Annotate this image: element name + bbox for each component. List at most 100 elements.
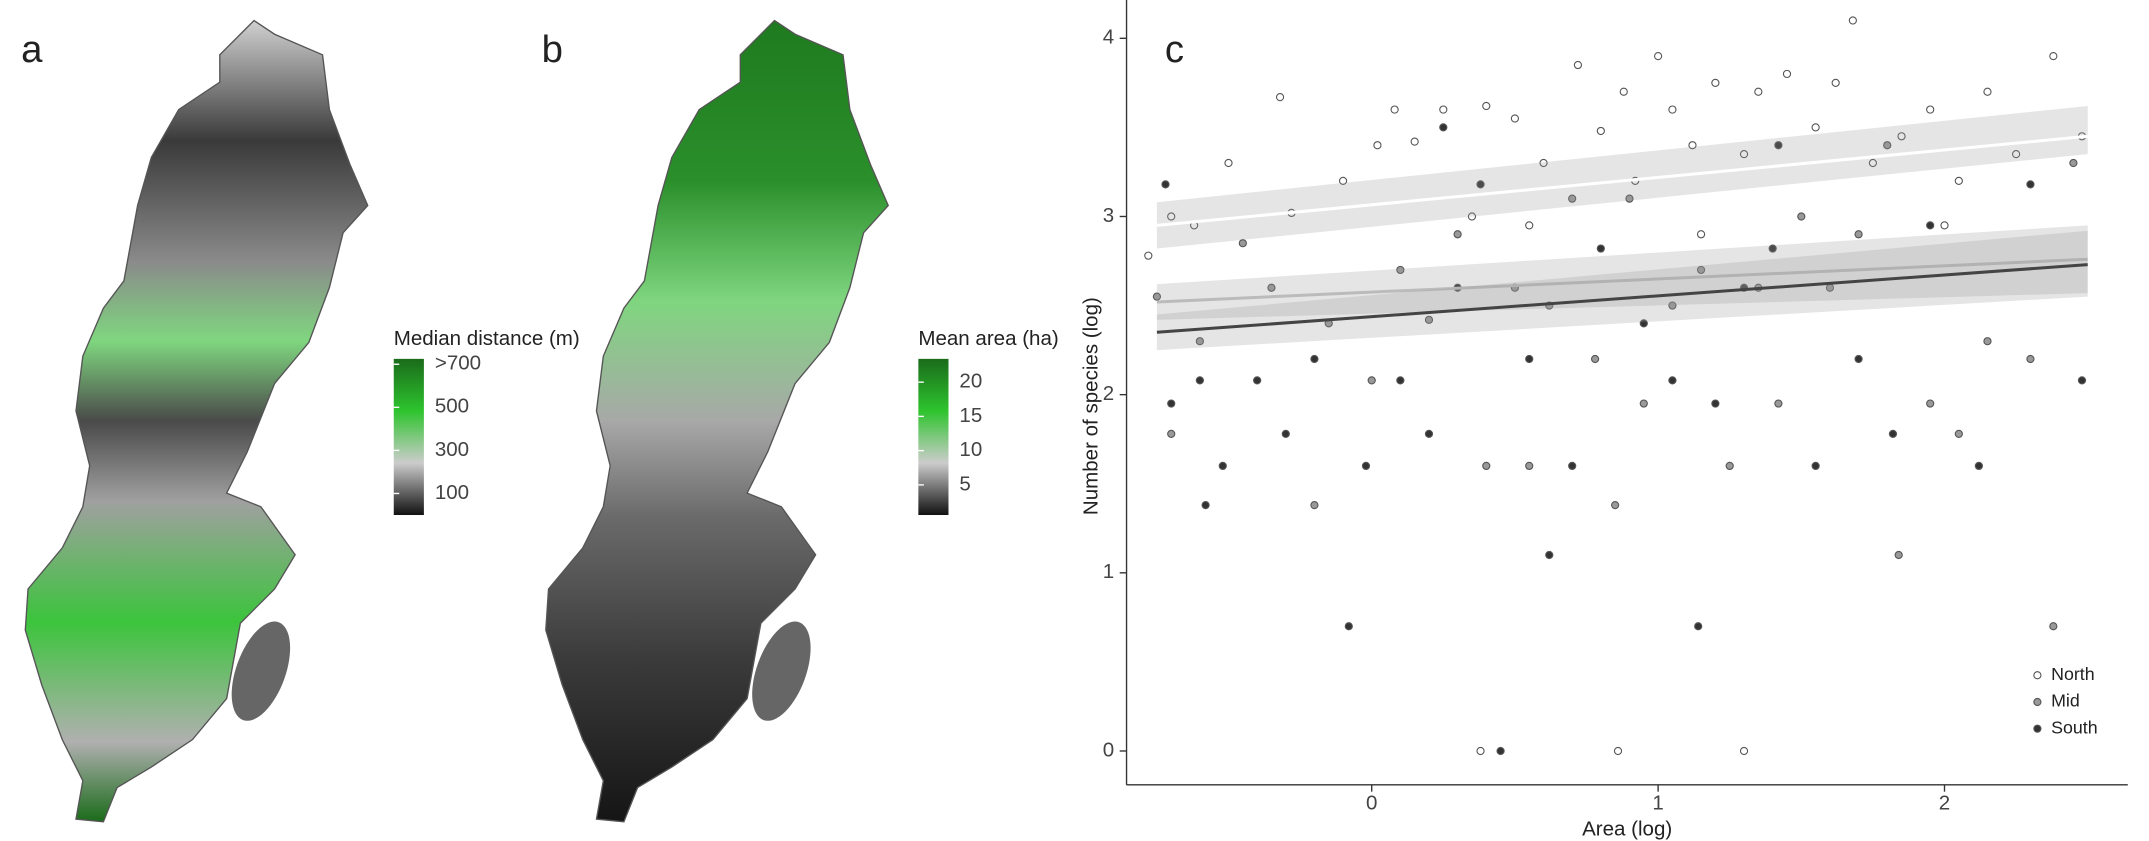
island [231,621,291,721]
data-point [1611,501,1620,510]
data-point [1144,251,1153,260]
data-point [1152,292,1162,301]
data-point [1224,158,1233,168]
legend-label: South [2051,717,2098,737]
data-point [1883,141,1892,150]
data-point [1974,461,1983,471]
data-point [1453,230,1462,239]
data-point [1983,87,1992,96]
data-point [1668,301,1677,310]
data-point [1774,399,1783,408]
data-point [1688,141,1697,150]
data-point [1525,221,1534,230]
data-point [1596,244,1605,253]
legend-marker [2033,697,2042,707]
colorbar-label: 10 [959,438,982,461]
legend-marker [2033,671,2042,680]
data-point [1167,399,1176,408]
data-point [1668,376,1677,385]
panel-label: c [1165,28,1184,71]
data-point [1275,92,1285,102]
data-point [1797,212,1806,221]
data-point [1926,105,1935,114]
data-point [1694,622,1703,631]
confidence-band [1156,225,2088,320]
data-point [1639,319,1648,328]
x-tick-label: 2 [1939,791,1950,814]
legend-title: Mean area (ha) [918,327,1058,350]
data-point [1525,461,1534,471]
colorbar-label: 20 [959,370,982,393]
data-point [1696,265,1706,275]
y-tick-label: 3 [1103,204,1114,227]
data-point [1739,150,1749,159]
data-point [1482,461,1491,471]
data-point [1568,194,1577,203]
data-point [1573,60,1583,70]
data-point [1510,114,1520,123]
data-point [1545,550,1554,560]
data-point [1653,52,1663,61]
data-point [1954,429,1963,438]
data-point [1768,244,1777,253]
colorbar-label: >700 [435,352,481,375]
x-tick-label: 1 [1652,791,1663,814]
data-point [1811,461,1820,471]
data-point [1596,126,1605,136]
data-point [1590,354,1600,364]
panel-label: a [21,28,43,71]
x-tick-label: 0 [1366,791,1377,814]
data-point [1639,399,1648,408]
data-point [2049,52,2058,61]
y-tick-label: 2 [1103,382,1114,405]
colorbar-label: 5 [959,472,970,495]
data-point [1195,337,1204,346]
data-point [1848,16,1857,25]
data-point [1954,176,1963,185]
data-point [1894,550,1903,560]
data-point [1338,176,1348,185]
colorbar [918,358,949,516]
data-point [1774,141,1783,150]
data-point [1201,501,1210,510]
data-point [1625,194,1634,203]
data-point [1467,212,1477,221]
data-point [1525,354,1534,364]
confidence-band [1156,230,2088,351]
data-point [1868,158,1878,168]
data-point [1619,87,1628,96]
country-outline [545,19,890,823]
data-point [1439,105,1448,114]
data-point [1267,283,1276,292]
x-axis-title: Area (log) [1582,817,1672,840]
data-point [1496,746,1505,756]
data-point [1396,265,1405,275]
data-point [1983,337,1992,346]
data-point [1696,230,1706,239]
data-point [1373,141,1382,150]
data-point [1831,78,1840,87]
data-point [2026,354,2035,364]
confidence-band [1156,106,2088,249]
data-point [2077,376,2087,385]
colorbar [393,358,424,516]
fit-line [1156,263,2088,334]
data-point [1390,105,1399,114]
data-point [1238,239,1247,248]
data-point [1218,461,1227,471]
data-point [1253,376,1262,385]
legend-marker [2033,724,2042,733]
data-point [1344,622,1353,631]
data-point [1396,376,1405,385]
data-point [1668,105,1677,114]
data-point [1926,221,1935,230]
data-point [1476,746,1485,756]
colorbar-label: 100 [435,481,469,504]
data-point [1854,230,1863,239]
data-point [1739,746,1749,756]
data-point [1167,429,1176,438]
data-point [1439,123,1448,132]
data-point [1310,501,1319,510]
data-point [1310,354,1319,364]
